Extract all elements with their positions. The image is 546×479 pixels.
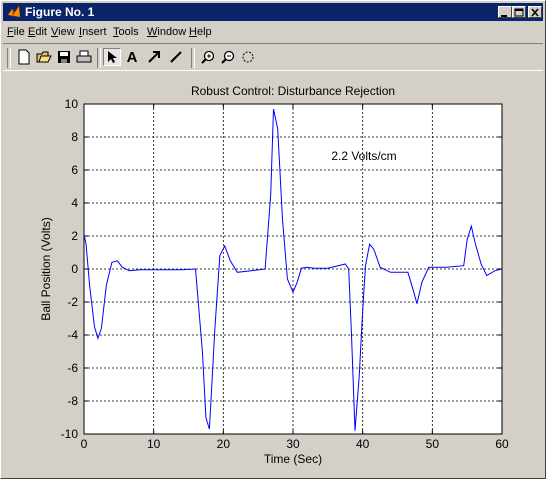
menu-bar: File Edit View Insert Tools Window Help bbox=[3, 23, 543, 41]
x-tick-label: 40 bbox=[356, 437, 370, 451]
text-tool-button[interactable]: A bbox=[123, 48, 141, 66]
rotate-button[interactable] bbox=[239, 48, 257, 66]
y-tick-label: -2 bbox=[67, 295, 78, 309]
rotate-icon bbox=[242, 51, 254, 63]
new-figure-button[interactable] bbox=[15, 48, 33, 66]
minimize-icon bbox=[501, 15, 507, 17]
arrow-select-icon bbox=[108, 51, 117, 63]
maximize-button[interactable] bbox=[512, 6, 526, 18]
maximize-icon bbox=[514, 8, 524, 17]
menu-insert[interactable]: Insert bbox=[79, 26, 107, 38]
x-tick-label: 30 bbox=[286, 437, 300, 451]
series-line bbox=[83, 108, 503, 431]
zoom-in-button[interactable] bbox=[199, 48, 217, 66]
save-icon bbox=[58, 51, 70, 63]
x-tick-label: 60 bbox=[495, 437, 509, 451]
new-icon bbox=[18, 49, 30, 65]
line-icon bbox=[170, 51, 182, 63]
grid-lines bbox=[84, 104, 502, 434]
x-tick-label: 20 bbox=[217, 437, 231, 451]
arrow-icon bbox=[148, 51, 160, 63]
y-tick-label: 8 bbox=[71, 130, 78, 144]
toolbar-separator bbox=[97, 48, 101, 68]
y-tick-label: 0 bbox=[71, 262, 78, 276]
close-button[interactable] bbox=[528, 6, 542, 18]
y-tick-label: -10 bbox=[61, 427, 79, 441]
toolbar-separator bbox=[7, 48, 11, 68]
x-axis-label: Time (Sec) bbox=[264, 452, 322, 466]
y-tick-label: 2 bbox=[71, 229, 78, 243]
print-button[interactable] bbox=[75, 48, 93, 66]
y-tick-label: -8 bbox=[67, 394, 78, 408]
open-icon bbox=[36, 51, 52, 63]
menu-view[interactable]: View bbox=[51, 26, 75, 38]
x-tick-label: 50 bbox=[426, 437, 440, 451]
y-tick-label: 6 bbox=[71, 163, 78, 177]
annotation-label: 2.2 Volts/cm bbox=[331, 149, 396, 163]
axis-ticks: 0 10 20 30 40 50 60 -10 -8 -6 -4 -2 0 2 4 6 8 10 bbox=[61, 97, 509, 451]
arrow-tool-button[interactable] bbox=[145, 48, 163, 66]
minimize-button[interactable] bbox=[498, 6, 512, 18]
menu-help[interactable]: Help bbox=[189, 26, 212, 38]
close-icon bbox=[531, 8, 539, 17]
line-tool-button[interactable] bbox=[167, 48, 185, 66]
menu-file[interactable]: File bbox=[7, 26, 25, 38]
open-file-button[interactable] bbox=[35, 48, 53, 66]
x-tick-label: 10 bbox=[147, 437, 161, 451]
save-button[interactable] bbox=[55, 48, 73, 66]
y-tick-label: 4 bbox=[71, 196, 78, 210]
x-tick-label: 0 bbox=[81, 437, 88, 451]
toolbar-separator bbox=[191, 48, 195, 68]
title-bar[interactable]: Figure No. 1 bbox=[3, 3, 543, 21]
zoom-out-icon bbox=[221, 50, 235, 64]
zoom-in-icon bbox=[201, 50, 215, 64]
matlab-logo-icon bbox=[8, 6, 20, 17]
window-title: Figure No. 1 bbox=[25, 5, 95, 19]
y-tick-label: -4 bbox=[67, 328, 78, 342]
menu-tools[interactable]: Tools bbox=[113, 26, 139, 38]
chart-title: Robust Control: Disturbance Rejection bbox=[191, 84, 395, 98]
zoom-out-button[interactable] bbox=[219, 48, 237, 66]
menu-window[interactable]: Window bbox=[147, 26, 187, 38]
y-tick-label: -6 bbox=[67, 361, 78, 375]
text-icon: A bbox=[126, 48, 138, 66]
figure-canvas: 0 10 20 30 40 50 60 -10 -8 -6 -4 -2 0 2 4 6 8 10 Robust C… bbox=[39, 84, 509, 466]
y-tick-label: 10 bbox=[65, 97, 79, 111]
menu-edit[interactable]: Edit bbox=[28, 26, 47, 38]
y-axis-label: Ball Position (Volts) bbox=[39, 217, 53, 320]
print-icon bbox=[76, 50, 92, 63]
toolbar: A bbox=[3, 43, 543, 71]
select-tool-button[interactable] bbox=[103, 48, 121, 66]
